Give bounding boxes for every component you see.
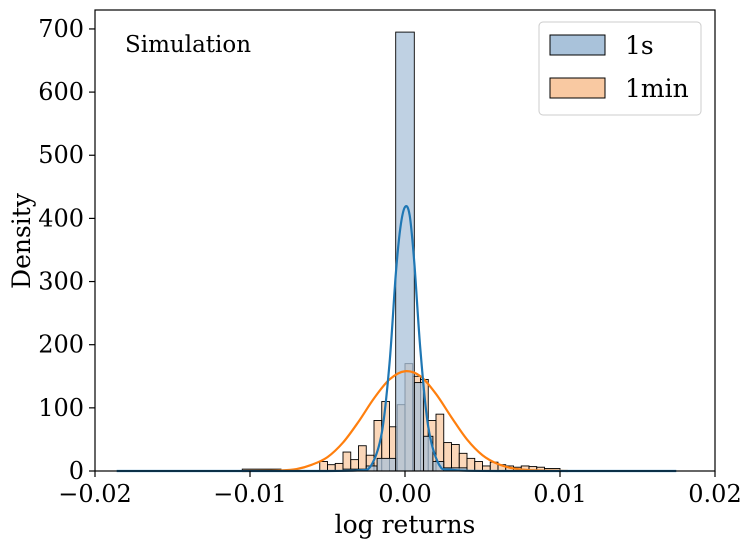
y-tick-label-0: 0 [69, 457, 84, 485]
legend-swatch-1min [549, 77, 606, 99]
series-1min-kde-line [242, 370, 568, 473]
legend-swatch-1s [549, 34, 606, 56]
y-axis-label: Density [7, 192, 36, 289]
series-1min-bar-6 [358, 445, 367, 472]
y-tick-label-2: 200 [38, 331, 84, 359]
series-1min-bar-21 [474, 461, 483, 472]
series-1min-bar-17 [443, 442, 452, 472]
series-1s-kde-line [116, 205, 677, 473]
legend-label-1min: 1min [625, 74, 689, 103]
x-tick-label-0: −0.02 [58, 480, 132, 508]
simulation-annotation: Simulation [125, 32, 251, 58]
series-1min-bar-18 [451, 444, 460, 472]
series-1min-bar-20 [466, 457, 476, 472]
x-tick-label-4: 0.02 [688, 480, 741, 508]
y-axis-ticks: 0 100 200 300 400 500 600 700 [38, 15, 95, 485]
series-1min-bar-4 [342, 451, 352, 472]
y-tick-label-7: 700 [38, 15, 84, 43]
x-tick-label-2: 0.00 [378, 480, 431, 508]
x-tick-label-1: −0.01 [213, 480, 287, 508]
x-axis-label: log returns [335, 510, 476, 539]
series-1s-side-bar-3 [413, 382, 425, 472]
series-1s-side-bar-2 [376, 457, 397, 472]
series-1s-bars [342, 31, 468, 472]
y-tick-label-5: 500 [38, 141, 84, 169]
series-1min-bar-1 [319, 461, 328, 472]
y-tick-label-1: 100 [38, 394, 84, 422]
legend: 1s 1min [538, 21, 702, 116]
legend-label-1s: 1s [625, 31, 654, 60]
y-tick-label-3: 300 [38, 268, 84, 296]
y-tick-label-6: 600 [38, 78, 84, 106]
x-tick-label-3: 0.01 [533, 480, 586, 508]
x-axis-ticks: −0.02 −0.01 0.00 0.01 0.02 [58, 471, 742, 508]
y-tick-label-4: 400 [38, 204, 84, 232]
